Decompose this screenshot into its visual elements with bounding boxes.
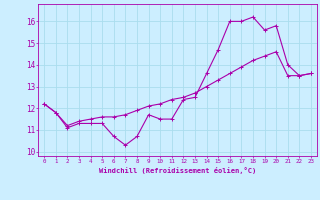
X-axis label: Windchill (Refroidissement éolien,°C): Windchill (Refroidissement éolien,°C) bbox=[99, 167, 256, 174]
